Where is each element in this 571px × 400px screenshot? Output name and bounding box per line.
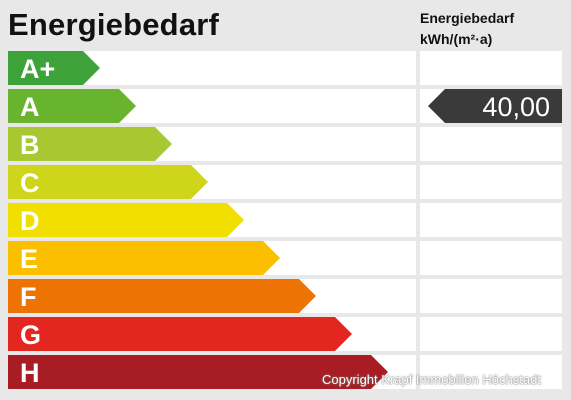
current-value-pointer [428,89,562,123]
class-arrow-shape [8,165,208,199]
value-cell [420,165,562,199]
class-arrow: A [8,89,136,123]
unit-header-line2: kWh/(m²·a) [420,31,493,47]
class-arrow-shape [8,89,136,123]
value-cell [420,317,562,351]
copyright-text: Copyright Krapf Immobilien Höchstadt [322,372,541,387]
class-arrow: D [8,203,244,237]
page-title: Energiebedarf [8,7,220,42]
class-arrow-shape [8,127,172,161]
unit-header: Energiebedarf kWh/(m²·a) [420,8,514,50]
class-label: H [20,358,40,388]
class-arrow: H [8,355,388,389]
unit-header-line1: Energiebedarf [420,10,515,26]
value-cell [420,279,562,313]
class-arrow: E [8,241,280,275]
class-arrow-shape [8,51,100,85]
class-arrow: B [8,127,172,161]
class-arrow-shape [8,241,280,275]
class-arrow-shape [8,317,352,351]
class-label: B [20,130,40,160]
class-arrow: A+ [8,51,100,85]
value-cell [420,241,562,275]
class-label: C [20,168,40,198]
value-cell [420,51,562,85]
current-value-indicator: 40,00 [428,89,562,123]
class-label: E [20,244,39,274]
class-arrow: F [8,279,316,313]
class-arrow-shape [8,279,316,313]
class-arrow: G [8,317,352,351]
class-arrow-shape [8,203,244,237]
value-cell [420,355,562,389]
value-cell [420,127,562,161]
current-value-text: 40,00 [482,92,550,122]
class-label: G [20,320,42,350]
class-label: F [20,282,37,312]
class-label: A [20,92,40,122]
class-arrow: C [8,165,208,199]
class-arrow-shape [8,355,388,389]
class-label: D [20,206,40,236]
value-cell [420,203,562,237]
class-label: A+ [20,54,56,84]
